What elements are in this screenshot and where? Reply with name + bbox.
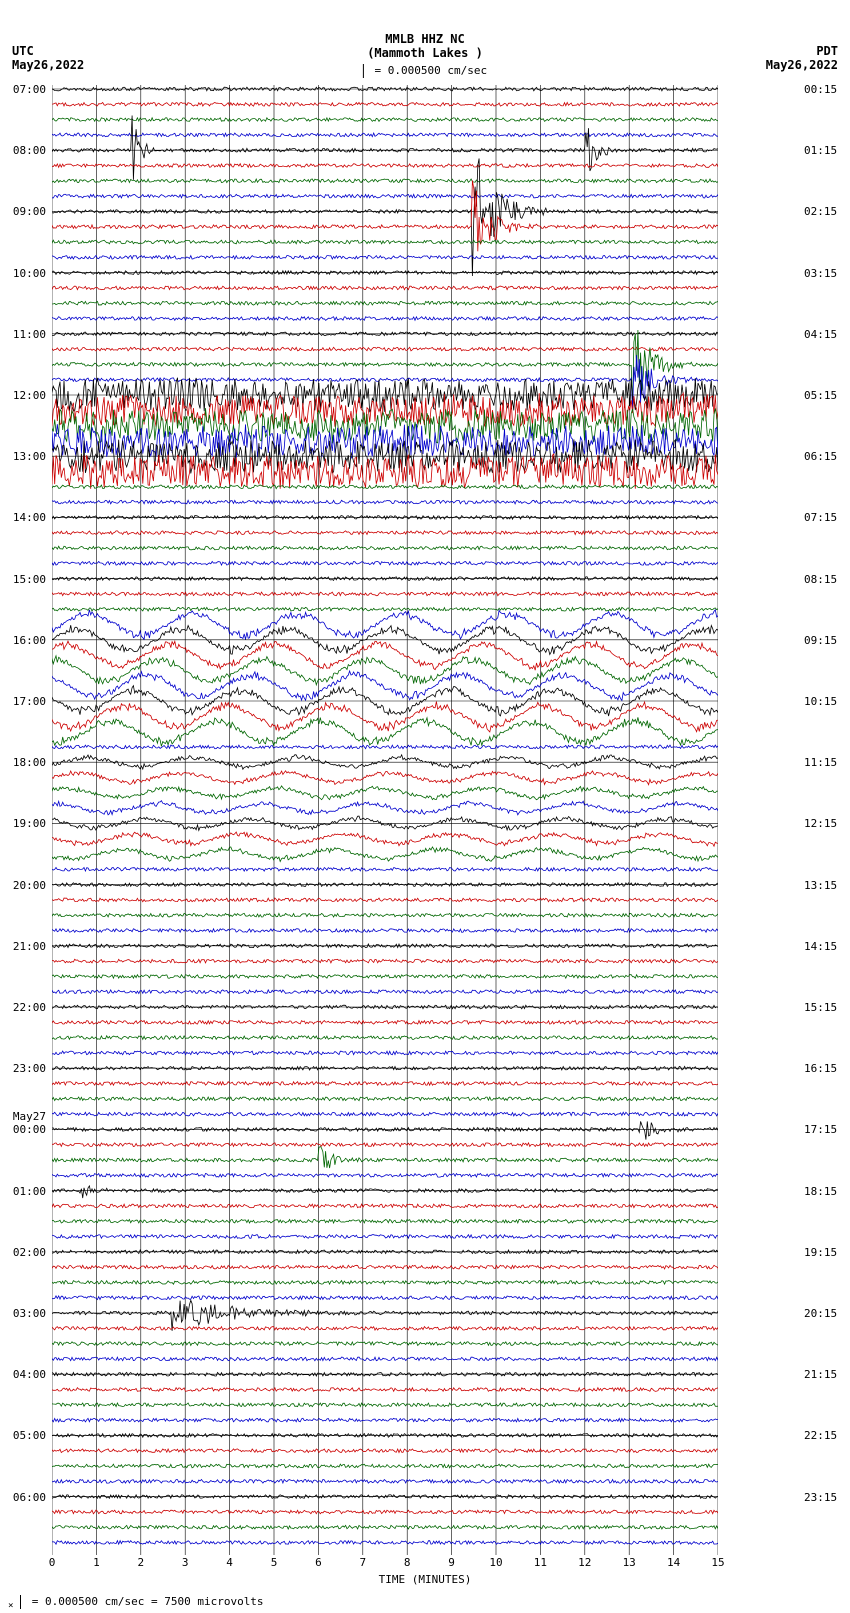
pdt-hour-label: 12:15 xyxy=(804,817,837,830)
x-tick-label: 0 xyxy=(49,1556,56,1569)
utc-hour-label: 00:00 xyxy=(13,1123,46,1136)
footer-scale-bar-icon xyxy=(20,1595,21,1609)
pdt-hour-label: 09:15 xyxy=(804,634,837,647)
x-tick-label: 3 xyxy=(182,1556,189,1569)
utc-hour-label: 05:00 xyxy=(13,1429,46,1442)
station-title: MMLB HHZ NC xyxy=(385,32,464,46)
utc-hour-label: 12:00 xyxy=(13,389,46,402)
utc-hour-label: 23:00 xyxy=(13,1062,46,1075)
utc-hour-label: 11:00 xyxy=(13,328,46,341)
x-tick-label: 2 xyxy=(137,1556,144,1569)
utc-hour-label: 20:00 xyxy=(13,879,46,892)
pdt-hour-label: 03:15 xyxy=(804,267,837,280)
pdt-hour-label: 08:15 xyxy=(804,573,837,586)
pdt-hour-label: 10:15 xyxy=(804,695,837,708)
x-tick-label: 8 xyxy=(404,1556,411,1569)
x-tick-label: 15 xyxy=(711,1556,724,1569)
pdt-hour-label: 16:15 xyxy=(804,1062,837,1075)
x-tick-label: 9 xyxy=(448,1556,455,1569)
scale-bar-icon xyxy=(363,64,364,78)
pdt-hour-label: 13:15 xyxy=(804,879,837,892)
utc-hour-label: 15:00 xyxy=(13,573,46,586)
x-tick-label: 14 xyxy=(667,1556,680,1569)
utc-hour-label: 19:00 xyxy=(13,817,46,830)
pdt-hour-label: 04:15 xyxy=(804,328,837,341)
footer-scale-text: = 0.000500 cm/sec = 7500 microvolts xyxy=(32,1595,264,1608)
midnight-date-label: May27 xyxy=(13,1110,46,1123)
pdt-hour-label: 23:15 xyxy=(804,1491,837,1504)
x-tick-label: 6 xyxy=(315,1556,322,1569)
utc-hour-label: 03:00 xyxy=(13,1307,46,1320)
x-axis-label: TIME (MINUTES) xyxy=(379,1573,472,1586)
pdt-hour-label: 01:15 xyxy=(804,144,837,157)
x-tick-label: 10 xyxy=(489,1556,502,1569)
header-scale-text: = 0.000500 cm/sec xyxy=(375,64,488,77)
helicorder-plot xyxy=(52,85,718,1555)
x-tick-label: 7 xyxy=(359,1556,366,1569)
tz-left: UTC xyxy=(12,44,34,58)
pdt-hour-label: 14:15 xyxy=(804,940,837,953)
x-tick-label: 11 xyxy=(534,1556,547,1569)
header: MMLB HHZ NC (Mammoth Lakes ) = 0.000500 … xyxy=(0,0,850,85)
pdt-hour-label: 18:15 xyxy=(804,1185,837,1198)
footer-subscript: × xyxy=(8,1600,14,1611)
pdt-hour-label: 17:15 xyxy=(804,1123,837,1136)
helicorder-svg xyxy=(52,85,718,1555)
seismogram-page: MMLB HHZ NC (Mammoth Lakes ) = 0.000500 … xyxy=(0,0,850,1613)
utc-hour-label: 13:00 xyxy=(13,450,46,463)
pdt-hour-label: 15:15 xyxy=(804,1001,837,1014)
pdt-hour-label: 00:15 xyxy=(804,83,837,96)
utc-hour-label: 18:00 xyxy=(13,756,46,769)
utc-hour-label: 01:00 xyxy=(13,1185,46,1198)
tz-right: PDT xyxy=(816,44,838,58)
pdt-hour-label: 19:15 xyxy=(804,1246,837,1259)
date-left: May26,2022 xyxy=(12,58,84,72)
x-tick-label: 12 xyxy=(578,1556,591,1569)
pdt-hour-label: 02:15 xyxy=(804,205,837,218)
pdt-hour-label: 07:15 xyxy=(804,511,837,524)
utc-hour-label: 08:00 xyxy=(13,144,46,157)
pdt-hour-label: 06:15 xyxy=(804,450,837,463)
utc-hour-label: 21:00 xyxy=(13,940,46,953)
date-right: May26,2022 xyxy=(766,58,838,72)
utc-hour-label: 16:00 xyxy=(13,634,46,647)
utc-hour-label: 09:00 xyxy=(13,205,46,218)
utc-hour-label: 22:00 xyxy=(13,1001,46,1014)
utc-hour-label: 10:00 xyxy=(13,267,46,280)
pdt-hour-label: 21:15 xyxy=(804,1368,837,1381)
utc-hour-label: 02:00 xyxy=(13,1246,46,1259)
utc-hour-label: 06:00 xyxy=(13,1491,46,1504)
x-tick-label: 4 xyxy=(226,1556,233,1569)
location-title: (Mammoth Lakes ) xyxy=(367,46,483,60)
left-time-labels: 07:00 08:00 09:00 10:00 11:00 12:00 13:00 14:00… xyxy=(0,85,50,1555)
utc-hour-label: 14:00 xyxy=(13,511,46,524)
utc-hour-label: 07:00 xyxy=(13,83,46,96)
pdt-hour-label: 05:15 xyxy=(804,389,837,402)
pdt-hour-label: 11:15 xyxy=(804,756,837,769)
x-tick-label: 1 xyxy=(93,1556,100,1569)
utc-hour-label: 17:00 xyxy=(13,695,46,708)
pdt-hour-label: 20:15 xyxy=(804,1307,837,1320)
header-scale: = 0.000500 cm/sec xyxy=(363,64,487,78)
x-tick-label: 13 xyxy=(623,1556,636,1569)
pdt-hour-label: 22:15 xyxy=(804,1429,837,1442)
footer-scale: × = 0.000500 cm/sec = 7500 microvolts xyxy=(8,1595,264,1611)
right-time-labels: 00:15 01:15 02:15 03:15 04:15 05:15 06:15 07:15… xyxy=(800,85,850,1555)
utc-hour-label: 04:00 xyxy=(13,1368,46,1381)
x-tick-label: 5 xyxy=(271,1556,278,1569)
